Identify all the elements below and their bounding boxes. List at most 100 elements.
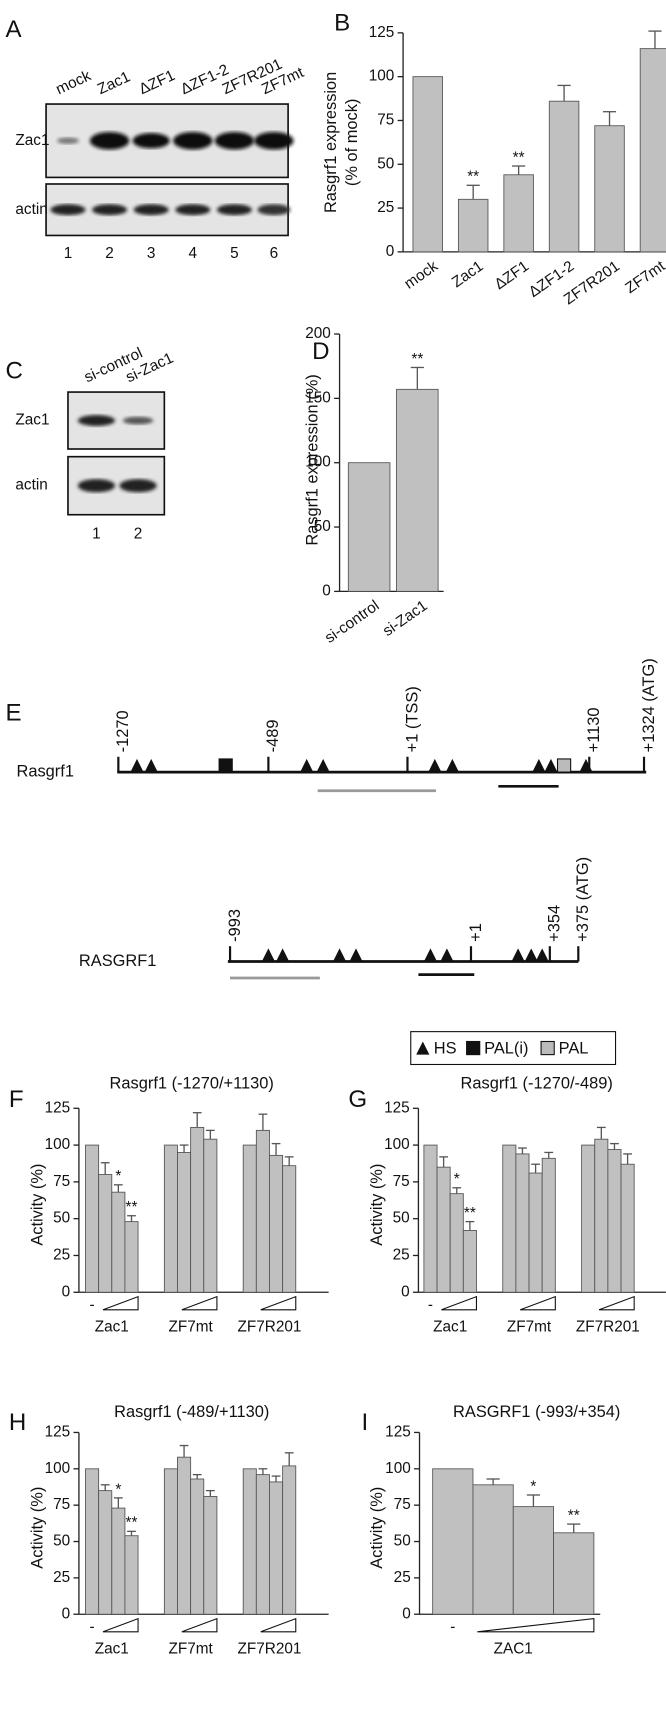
significance: * [530, 1478, 536, 1495]
hs-site [144, 758, 158, 773]
panel-letter: H [9, 1409, 26, 1436]
panel-letter: F [9, 1086, 24, 1113]
lane-number: 4 [189, 245, 198, 262]
y-tick-label: 75 [53, 1496, 70, 1513]
group-label: Zac1 [95, 1640, 129, 1657]
y-axis-label: Activity (%) [29, 1487, 47, 1569]
hs-site [579, 758, 593, 773]
bar [98, 1174, 113, 1293]
bar [203, 1138, 218, 1293]
dose-wedge [441, 1295, 478, 1311]
position-label: -1270 [114, 710, 132, 752]
position-label: +375 (ATG) [574, 857, 592, 942]
bar [190, 1126, 205, 1293]
position-label: +1324 (ATG) [640, 658, 658, 752]
bar [396, 388, 439, 592]
band [175, 204, 211, 216]
lane-number: 3 [147, 245, 156, 262]
dose-wedge [102, 1617, 139, 1633]
group-label: ZF7mt [168, 1318, 213, 1335]
group-label: ZAC1 [494, 1640, 533, 1657]
significance: ** [464, 1205, 476, 1222]
bar [515, 1153, 530, 1293]
hs-site [440, 948, 454, 962]
bar [124, 1221, 139, 1293]
y-tick-label: 100 [45, 1460, 71, 1477]
x-tick-label: si-control [322, 597, 383, 647]
y-tick-label: 150 [305, 389, 331, 406]
bar [282, 1465, 297, 1615]
bar [163, 1468, 178, 1615]
group-label: ZF7R201 [576, 1318, 640, 1335]
position-label: +1130 [585, 707, 603, 752]
y-tick-label: 50 [393, 1210, 410, 1227]
band [254, 131, 294, 150]
significance: ** [513, 149, 525, 166]
y-tick-label: 100 [45, 1136, 71, 1153]
dose-wedge [102, 1295, 139, 1311]
y-tick-label: 100 [385, 1460, 411, 1477]
y-tick-label: 125 [45, 1099, 71, 1116]
dose-wedge [260, 1617, 297, 1633]
hs-site [423, 948, 438, 962]
no-treatment-label: - [90, 1296, 95, 1313]
chart-title: Rasgrf1 (-1270/+1130) [110, 1075, 274, 1093]
position-label: +1 (TSS) [403, 686, 421, 752]
bar [502, 1144, 517, 1293]
group-label: ZF7R201 [238, 1318, 302, 1335]
y-tick-label: 75 [53, 1173, 70, 1190]
bar [412, 76, 443, 253]
dose-wedge [520, 1295, 556, 1311]
bar [423, 1144, 438, 1293]
bar [111, 1507, 126, 1615]
no-treatment-label: - [450, 1618, 455, 1635]
panel-letter: E [6, 699, 22, 726]
y-tick-label: 50 [53, 1533, 70, 1550]
bar [528, 1172, 543, 1293]
significance: * [115, 1168, 121, 1185]
lane-number: 2 [105, 245, 114, 262]
bar [269, 1481, 284, 1615]
row-label: Zac1 [15, 132, 49, 149]
y-tick-label: 50 [394, 1533, 411, 1550]
y-tick-label: 25 [53, 1569, 70, 1586]
hs-site [445, 758, 459, 773]
significance: ** [467, 169, 479, 186]
y-tick-label: 50 [53, 1210, 70, 1227]
lane-label: mock [53, 67, 94, 98]
hs-site [300, 758, 314, 773]
track-name: RASGRF1 [79, 952, 157, 970]
group-label: Zac1 [433, 1318, 467, 1335]
y-tick-label: 0 [386, 243, 395, 260]
chart-title: Rasgrf1 (-1270/-489) [461, 1075, 613, 1093]
x-tick-label: ZF7mt [622, 257, 666, 297]
dose-wedge [181, 1617, 218, 1633]
y-tick-label: 50 [377, 155, 394, 172]
panel-letter: I [361, 1409, 368, 1436]
lane-label: Zac1 [95, 68, 133, 98]
y-tick-label: 0 [62, 1605, 71, 1622]
significance: ** [126, 1515, 138, 1532]
y-tick-label: 75 [394, 1496, 411, 1513]
bar [269, 1154, 284, 1293]
bar [512, 1506, 555, 1615]
bar [242, 1468, 257, 1615]
hs-site [316, 758, 330, 773]
pal-site [556, 758, 572, 773]
bar [282, 1165, 297, 1293]
hs-site [535, 948, 549, 962]
bar [177, 1152, 192, 1293]
no-treatment-label: - [428, 1296, 433, 1313]
x-tick-label: Zac1 [449, 258, 487, 291]
group-label: Zac1 [95, 1318, 129, 1335]
bar [639, 48, 666, 253]
bar [98, 1490, 113, 1615]
legend-box [410, 1031, 617, 1066]
dose-wedge [260, 1295, 297, 1311]
hs-site [349, 948, 363, 962]
y-tick-label: 125 [369, 24, 395, 41]
band [92, 204, 128, 216]
y-axis-label: Activity (%) [29, 1164, 47, 1246]
bar [449, 1193, 464, 1293]
x-tick-label: si-Zac1 [380, 597, 431, 640]
